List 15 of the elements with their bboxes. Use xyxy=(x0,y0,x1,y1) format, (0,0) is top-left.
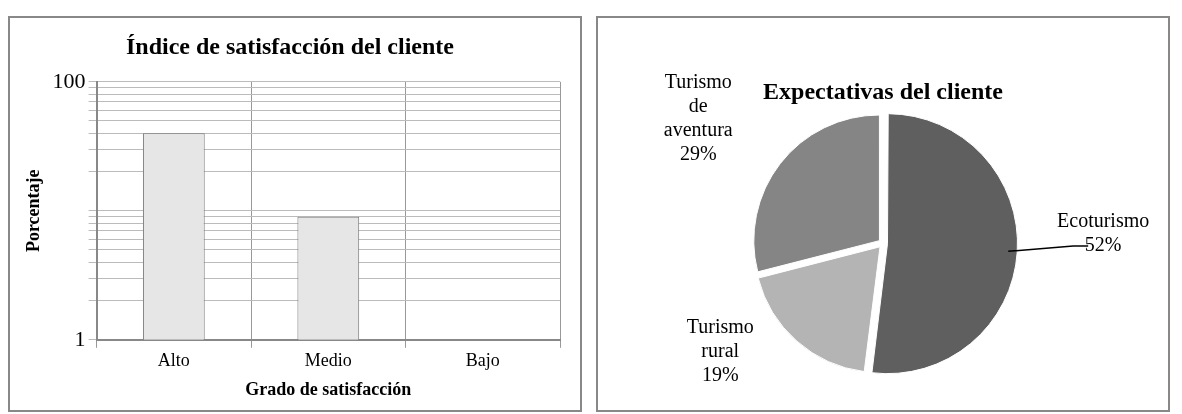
y-tick-label: 1 xyxy=(74,325,86,351)
y-axis-title: Porcentaje xyxy=(23,169,44,253)
slice-label: Turismo de aventura xyxy=(663,70,733,141)
x-axis-title: Grado de satisfacción xyxy=(245,378,412,399)
chart-title: Índice de satisfacción del cliente xyxy=(126,32,455,59)
data-label: 19% xyxy=(701,362,739,385)
data-label: 52% xyxy=(1084,233,1122,256)
x-tick-label: Bajo xyxy=(465,350,500,371)
y-tick-label: 100 xyxy=(52,67,86,93)
slice-label: Ecoturismo xyxy=(1057,209,1150,232)
x-tick-label: Alto xyxy=(157,350,190,371)
x-tick-label: Medio xyxy=(304,350,352,371)
slice-label: Turismo rural xyxy=(686,314,754,361)
chart-title: Expectativas del cliente xyxy=(763,77,1004,104)
data-label: 29% xyxy=(679,142,717,165)
